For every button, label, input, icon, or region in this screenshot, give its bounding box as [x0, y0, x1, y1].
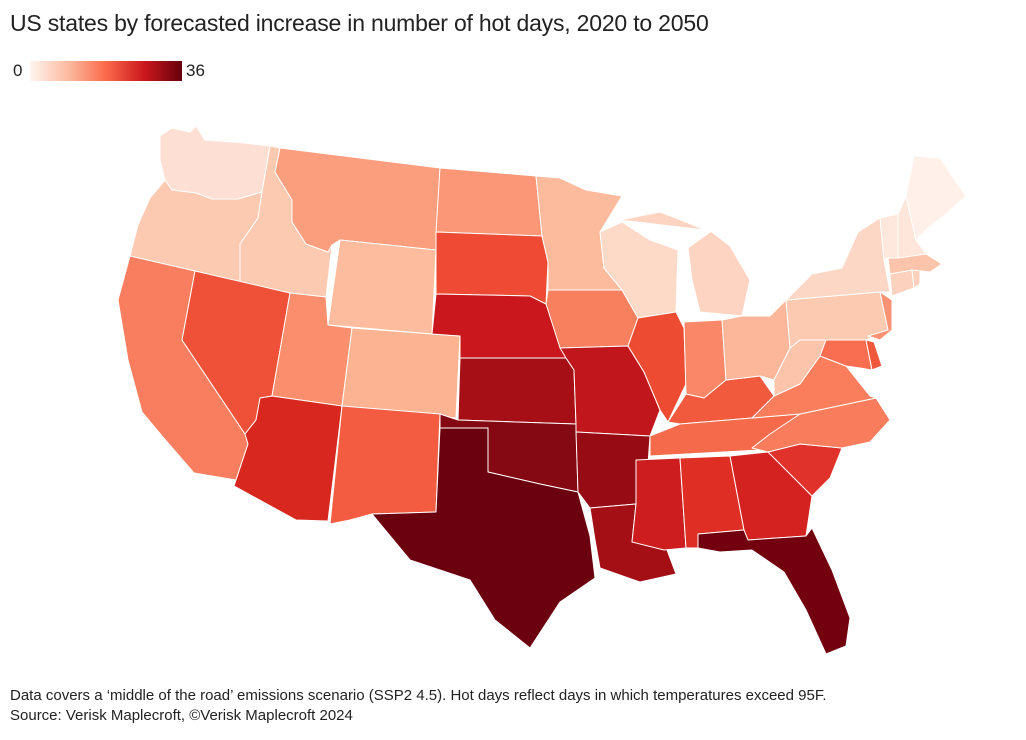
state-fl[interactable]: [697, 527, 851, 655]
state-nm[interactable]: [329, 405, 441, 525]
state-mi[interactable]: [619, 211, 751, 317]
legend-max-label: 36: [186, 61, 205, 80]
state-ms[interactable]: [631, 457, 687, 551]
state-nc[interactable]: [751, 397, 891, 453]
state-ia[interactable]: [545, 289, 639, 349]
state-ks[interactable]: [457, 357, 577, 425]
state-nh[interactable]: [897, 195, 927, 259]
state-az[interactable]: [233, 395, 343, 522]
state-nj[interactable]: [867, 291, 893, 341]
state-vt[interactable]: [879, 213, 899, 261]
state-ny[interactable]: [785, 217, 891, 301]
chart-title: US states by forecasted increase in numb…: [10, 10, 709, 36]
state-wy[interactable]: [327, 239, 437, 335]
legend-min-label: 0: [13, 61, 23, 80]
footnote-description: Data covers a ‘middle of the road’ emiss…: [10, 687, 827, 704]
state-de[interactable]: [865, 339, 883, 371]
state-wa[interactable]: [159, 125, 271, 200]
footnote-source: Source: Verisk Maplecroft, ©Verisk Maple…: [10, 707, 353, 724]
state-co[interactable]: [341, 327, 461, 419]
state-ct[interactable]: [889, 269, 915, 297]
color-legend: 0 36: [10, 60, 220, 82]
legend-gradient-bar: [30, 61, 182, 81]
state-ri[interactable]: [911, 269, 921, 289]
state-sd[interactable]: [435, 231, 549, 305]
state-me[interactable]: [905, 155, 967, 241]
state-nd[interactable]: [435, 167, 543, 237]
state-tx[interactable]: [371, 427, 596, 649]
footnote: Data covers a ‘middle of the road’ emiss…: [10, 686, 827, 726]
